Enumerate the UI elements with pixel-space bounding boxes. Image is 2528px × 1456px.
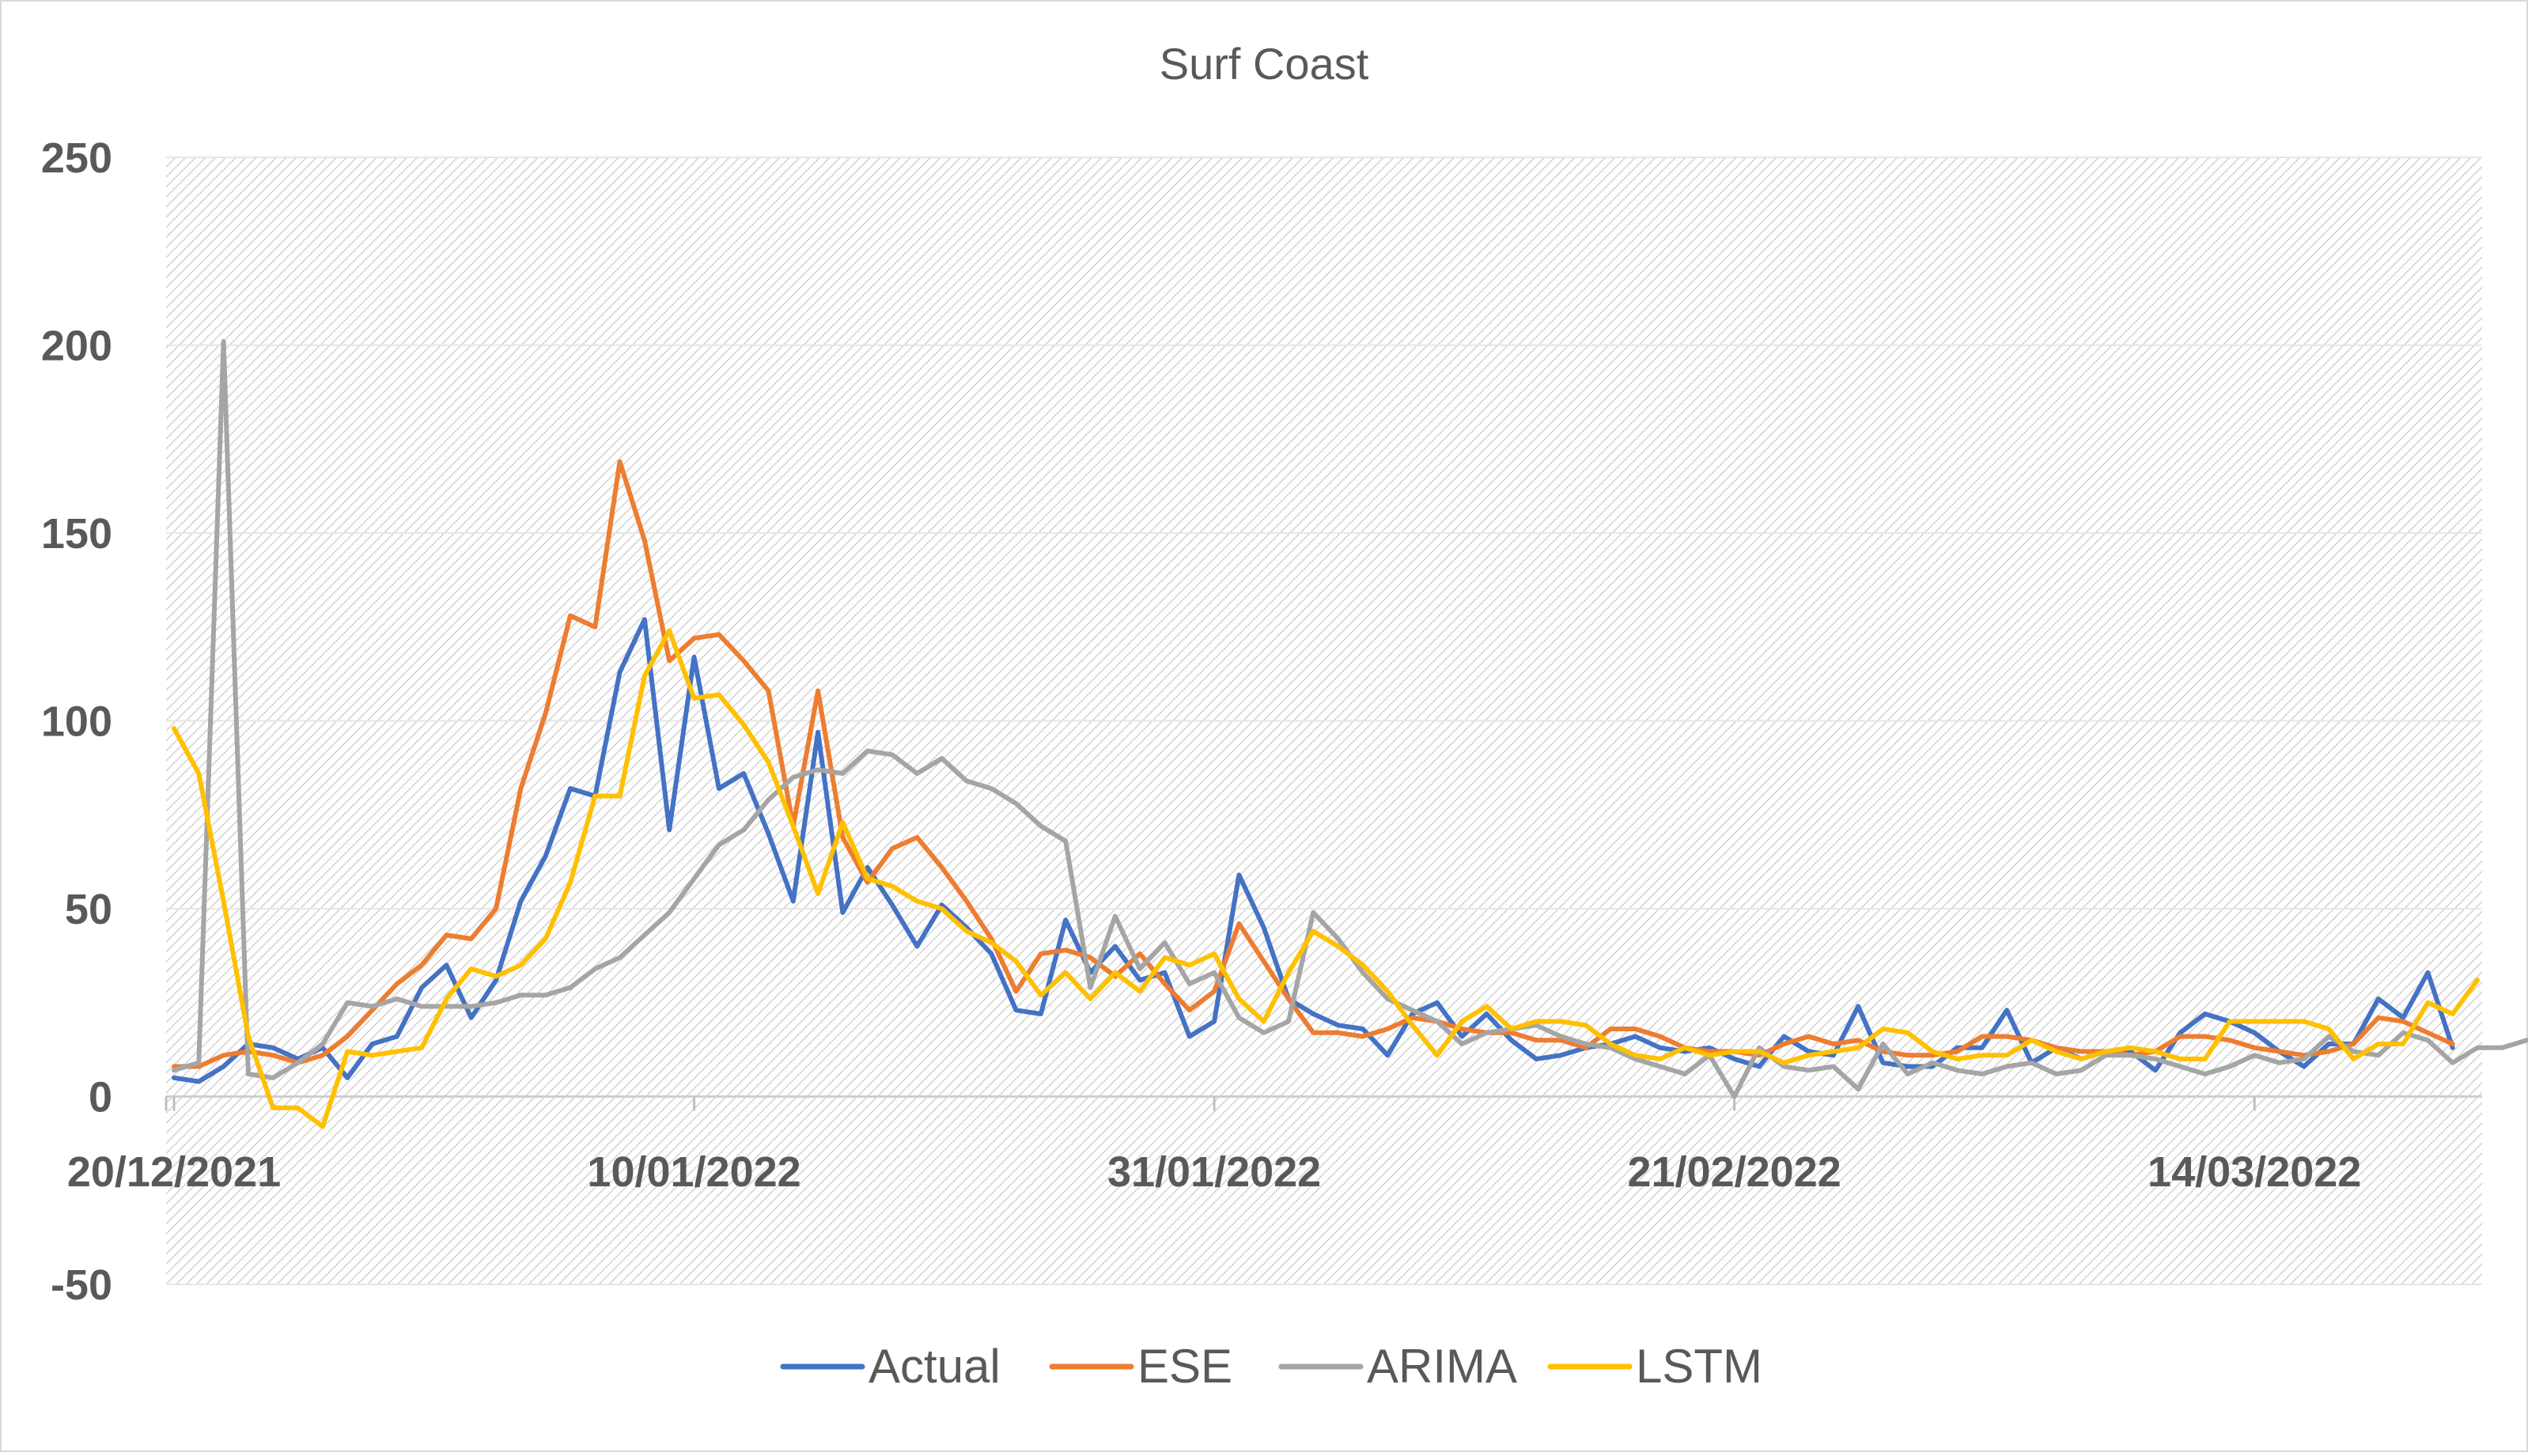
x-tick-label: 14/03/2022	[2148, 1148, 2361, 1196]
series-lines	[172, 338, 2528, 1129]
chart-title: Surf Coast	[1160, 39, 1369, 89]
y-axis-ticks: -50 0 50 100 150 200 250	[41, 134, 112, 1309]
series-line-ese	[172, 459, 2455, 1069]
y-tick-label: 150	[41, 510, 112, 558]
legend: Actual ESE ARIMA LSTM	[780, 1340, 1762, 1393]
series-line-lstm	[172, 628, 2480, 1129]
y-tick-label: -50	[51, 1261, 112, 1309]
y-tick-label: 0	[89, 1074, 112, 1121]
legend-label-ese: ESE	[1137, 1340, 1232, 1393]
legend-label-actual: Actual	[869, 1340, 1001, 1393]
y-tick-label: 200	[41, 323, 112, 370]
y-tick-label: 100	[41, 698, 112, 746]
x-tick-label: 31/01/2022	[1107, 1148, 1321, 1196]
legend-label-arima: ARIMA	[1367, 1340, 1517, 1393]
y-tick-label: 250	[41, 134, 112, 182]
x-tick-label: 21/02/2022	[1628, 1148, 1841, 1196]
gridlines	[165, 157, 2482, 1285]
x-tick-label: 10/01/2022	[587, 1148, 800, 1196]
x-axis-ticks: 20/12/2021 10/01/2022 31/01/2022 21/02/2022…	[67, 1148, 2361, 1196]
legend-label-lstm: LSTM	[1636, 1340, 1762, 1393]
x-tick-label: 20/12/2021	[67, 1148, 281, 1196]
y-tick-label: 50	[65, 886, 112, 933]
